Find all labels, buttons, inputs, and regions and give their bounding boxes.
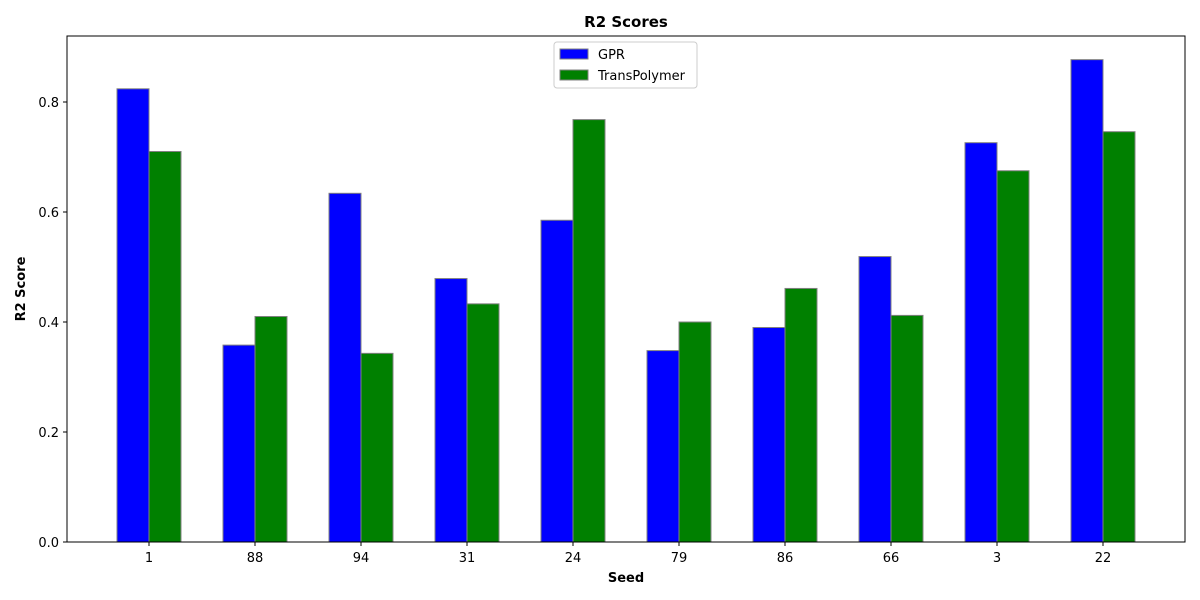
plot-frame bbox=[66, 35, 1186, 543]
bar-gpr-79 bbox=[646, 350, 680, 543]
x-tick-label: 94 bbox=[353, 551, 370, 566]
y-tick-label: 0.4 bbox=[38, 316, 59, 331]
x-tick-label: 24 bbox=[565, 551, 582, 566]
bar-transpolymer-86 bbox=[784, 287, 818, 543]
bar-gpr-94 bbox=[328, 192, 362, 543]
bar-gpr-86 bbox=[752, 327, 786, 543]
bar-transpolymer-22 bbox=[1102, 131, 1136, 543]
y-tick-label: 0.6 bbox=[38, 206, 59, 221]
bar-transpolymer-31 bbox=[466, 303, 500, 543]
legend: GPR TransPolymer bbox=[553, 41, 698, 89]
x-tick-label: 22 bbox=[1095, 551, 1112, 566]
bar-transpolymer-94 bbox=[360, 352, 394, 543]
x-axis: 1 88 94 31 24 79 86 66 3 22 bbox=[145, 542, 1111, 566]
legend-label-transpolymer: TransPolymer bbox=[597, 69, 686, 84]
x-tick-label: 31 bbox=[459, 551, 476, 566]
x-tick-label: 3 bbox=[993, 551, 1001, 566]
bar-transpolymer-66 bbox=[890, 314, 924, 543]
y-tick-label: 0.8 bbox=[38, 96, 59, 111]
x-axis-title: Seed bbox=[608, 571, 644, 586]
bar-transpolymer-79 bbox=[678, 321, 712, 543]
y-axis-title: R2 Score bbox=[14, 256, 29, 321]
bar-gpr-22 bbox=[1070, 59, 1104, 543]
bar-gpr-88 bbox=[222, 344, 256, 543]
bar-gpr-1 bbox=[116, 88, 150, 543]
bar-gpr-66 bbox=[858, 256, 892, 543]
bar-transpolymer-24 bbox=[572, 119, 606, 543]
x-tick-label: 88 bbox=[247, 551, 264, 566]
bar-gpr-24 bbox=[540, 219, 574, 543]
x-tick-label: 66 bbox=[883, 551, 900, 566]
y-tick-label: 0.0 bbox=[38, 536, 59, 551]
bar-transpolymer-3 bbox=[996, 170, 1030, 543]
bar-transpolymer-1 bbox=[148, 151, 182, 543]
x-tick-label: 86 bbox=[777, 551, 794, 566]
chart-title: R2 Scores bbox=[584, 13, 668, 31]
legend-label-gpr: GPR bbox=[598, 48, 625, 63]
y-tick-label: 0.2 bbox=[38, 426, 59, 441]
legend-swatch-gpr bbox=[559, 48, 589, 60]
bar-gpr-3 bbox=[964, 142, 998, 543]
legend-box bbox=[553, 41, 698, 89]
plot-area bbox=[116, 59, 1136, 543]
bar-transpolymer-88 bbox=[254, 316, 288, 543]
legend-swatch-transpolymer bbox=[559, 69, 589, 81]
y-axis: 0.0 0.2 0.4 0.6 0.8 bbox=[38, 96, 67, 551]
bar-gpr-31 bbox=[434, 278, 468, 543]
x-tick-label: 79 bbox=[671, 551, 688, 566]
x-tick-label: 1 bbox=[145, 551, 153, 566]
